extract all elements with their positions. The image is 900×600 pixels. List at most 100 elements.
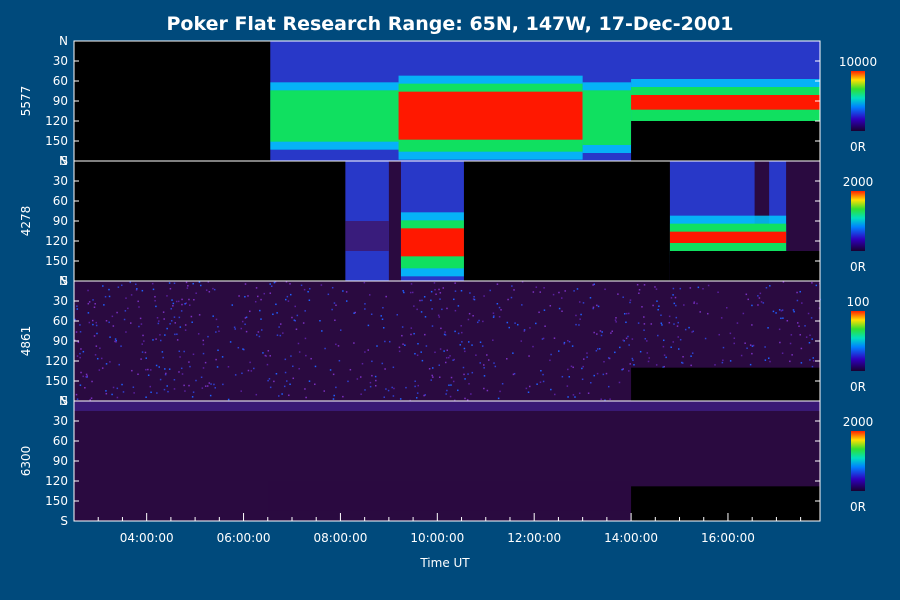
- noise-point: [684, 328, 687, 331]
- noise-point: [682, 362, 684, 364]
- noise-point: [629, 299, 632, 301]
- noise-point: [392, 395, 395, 397]
- noise-point: [549, 359, 551, 362]
- noise-point: [639, 350, 642, 353]
- noise-point: [367, 349, 370, 351]
- noise-point: [181, 303, 183, 306]
- noise-point: [349, 368, 352, 371]
- noise-point: [93, 335, 96, 337]
- noise-point: [479, 362, 481, 364]
- noise-point: [583, 358, 585, 360]
- y-tick-label: 30: [53, 54, 68, 68]
- noise-point: [462, 366, 465, 369]
- noise-point: [120, 284, 123, 287]
- noise-point: [116, 396, 119, 399]
- noise-point: [691, 331, 693, 333]
- x-tick-label: 06:00:00: [217, 531, 271, 545]
- noise-point: [550, 388, 552, 391]
- noise-point: [532, 345, 534, 348]
- noise-point: [250, 370, 253, 372]
- noise-point: [244, 317, 247, 319]
- noise-point: [725, 307, 728, 309]
- noise-point: [269, 283, 271, 285]
- noise-point: [643, 284, 646, 286]
- noise-point: [144, 351, 147, 354]
- noise-point: [388, 340, 391, 343]
- noise-point: [244, 295, 246, 298]
- noise-point: [166, 295, 168, 297]
- no-data-block: [463, 161, 670, 281]
- noise-point: [752, 344, 755, 347]
- noise-point: [179, 356, 181, 358]
- wavelength-label: 6300: [19, 446, 33, 477]
- noise-point: [446, 349, 449, 352]
- noise-point: [206, 385, 209, 387]
- noise-point: [702, 288, 704, 290]
- noise-point: [145, 368, 147, 371]
- noise-point: [103, 304, 105, 306]
- noise-point: [496, 283, 499, 285]
- noise-point: [778, 328, 781, 331]
- noise-point: [384, 368, 386, 370]
- noise-point: [523, 330, 526, 332]
- noise-point: [195, 292, 197, 294]
- noise-point: [446, 307, 448, 310]
- noise-point: [758, 297, 761, 299]
- noise-point: [141, 343, 143, 345]
- noise-point: [654, 286, 656, 288]
- noise-point: [670, 297, 673, 299]
- noise-point: [189, 304, 191, 306]
- noise-point: [100, 357, 103, 360]
- panel-4861: N 30 60 90 120 150 S 4861 100 0R: [19, 274, 869, 408]
- noise-point: [363, 281, 366, 284]
- noise-point: [293, 319, 296, 321]
- noise-point: [178, 350, 181, 353]
- noise-point: [166, 327, 168, 330]
- noise-point: [539, 381, 542, 383]
- noise-point: [374, 375, 377, 378]
- noise-point: [331, 286, 334, 289]
- noise-point: [265, 355, 267, 357]
- noise-point: [464, 350, 466, 353]
- noise-point: [697, 286, 700, 289]
- noise-point: [675, 316, 678, 319]
- noise-point: [91, 380, 93, 383]
- noise-point: [260, 298, 262, 301]
- noise-point: [105, 392, 108, 395]
- noise-point: [759, 292, 762, 295]
- noise-point: [540, 369, 542, 372]
- noise-point: [572, 366, 574, 369]
- noise-point: [80, 348, 82, 350]
- mid-band: [582, 90, 632, 145]
- colorbar-max-label: 2000: [843, 175, 874, 189]
- noise-point: [696, 302, 698, 305]
- noise-point: [115, 340, 117, 342]
- noise-point: [631, 357, 634, 360]
- noise-point: [627, 312, 630, 315]
- noise-point: [493, 315, 495, 317]
- noise-point: [76, 355, 79, 357]
- noise-point: [757, 295, 759, 297]
- noise-point: [420, 351, 422, 353]
- noise-point: [254, 300, 257, 303]
- noise-point: [432, 376, 434, 378]
- noise-point: [75, 393, 78, 396]
- noise-point: [183, 350, 185, 353]
- noise-point: [380, 315, 382, 317]
- noise-point: [227, 366, 230, 368]
- noise-point: [185, 281, 188, 284]
- noise-point: [596, 304, 598, 307]
- noise-point: [521, 281, 524, 283]
- noise-point: [102, 285, 104, 287]
- noise-point: [376, 345, 378, 347]
- noise-point: [150, 391, 152, 394]
- noise-point: [520, 340, 523, 342]
- noise-point: [145, 357, 147, 359]
- noise-point: [581, 367, 583, 370]
- noise-point: [303, 288, 306, 291]
- noise-point: [109, 361, 111, 363]
- noise-point: [415, 397, 418, 399]
- noise-point: [689, 287, 692, 289]
- noise-point: [86, 376, 88, 379]
- noise-point: [266, 363, 269, 366]
